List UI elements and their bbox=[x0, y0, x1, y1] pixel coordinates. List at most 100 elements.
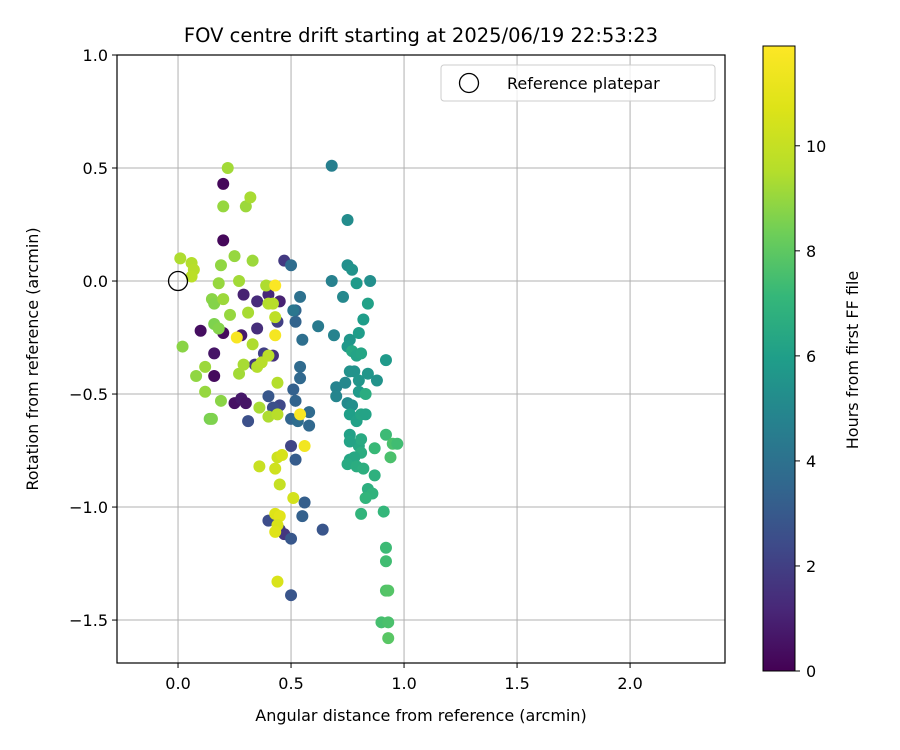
x-tick-label: 2.0 bbox=[617, 674, 642, 693]
data-point bbox=[233, 275, 246, 288]
data-point bbox=[239, 200, 252, 213]
data-point bbox=[199, 385, 212, 398]
data-point bbox=[262, 390, 275, 403]
data-point bbox=[237, 288, 250, 301]
y-tick-label: −1.5 bbox=[69, 611, 108, 630]
data-point bbox=[269, 525, 282, 538]
data-point bbox=[379, 354, 392, 367]
data-point bbox=[294, 360, 307, 373]
data-point bbox=[287, 383, 300, 396]
x-tick-label: 0.0 bbox=[165, 674, 190, 693]
data-point bbox=[221, 162, 234, 175]
colorbar-tick-label: 8 bbox=[806, 242, 816, 261]
data-point bbox=[269, 279, 282, 292]
data-point bbox=[285, 589, 298, 602]
data-point bbox=[208, 369, 221, 382]
data-point bbox=[230, 331, 243, 344]
data-point bbox=[271, 575, 284, 588]
data-point bbox=[260, 279, 273, 292]
data-point bbox=[287, 304, 300, 317]
data-point bbox=[269, 311, 282, 324]
data-point bbox=[251, 322, 264, 335]
y-tick-label: 0.5 bbox=[83, 159, 108, 178]
data-point bbox=[330, 390, 343, 403]
data-point bbox=[285, 440, 298, 453]
data-point bbox=[289, 453, 302, 466]
data-point bbox=[341, 213, 354, 226]
data-point bbox=[325, 159, 338, 172]
data-points bbox=[174, 159, 404, 645]
data-point bbox=[361, 367, 374, 380]
data-point bbox=[237, 358, 250, 371]
colorbar-gradient bbox=[762, 45, 796, 672]
data-point bbox=[246, 338, 259, 351]
data-point bbox=[382, 632, 395, 645]
data-point bbox=[352, 374, 365, 387]
colorbar-tick-label: 2 bbox=[806, 557, 816, 576]
data-point bbox=[379, 555, 392, 568]
data-point bbox=[262, 288, 275, 301]
data-point bbox=[343, 435, 356, 448]
data-point bbox=[212, 277, 225, 290]
data-point bbox=[382, 584, 395, 597]
data-point bbox=[242, 306, 255, 319]
data-point bbox=[355, 507, 368, 520]
data-point bbox=[379, 428, 392, 441]
data-point bbox=[341, 458, 354, 471]
data-point bbox=[271, 408, 284, 421]
data-point bbox=[262, 410, 275, 423]
data-point bbox=[327, 329, 340, 342]
data-point bbox=[214, 259, 227, 272]
data-point bbox=[273, 478, 286, 491]
x-tick-label: 1.0 bbox=[391, 674, 416, 693]
data-point bbox=[217, 293, 230, 306]
data-point bbox=[346, 263, 359, 276]
data-point bbox=[377, 505, 390, 518]
data-point bbox=[348, 365, 361, 378]
colorbar-tick-label: 4 bbox=[806, 452, 816, 471]
data-point bbox=[368, 469, 381, 482]
data-point bbox=[217, 177, 230, 190]
colorbar-tick-label: 10 bbox=[806, 137, 826, 156]
data-point bbox=[298, 496, 311, 509]
data-point bbox=[239, 397, 252, 410]
data-point bbox=[244, 191, 257, 204]
data-point bbox=[217, 200, 230, 213]
x-tick-label: 1.5 bbox=[504, 674, 529, 693]
colorbar-tick-label: 0 bbox=[806, 662, 816, 681]
data-point bbox=[382, 616, 395, 629]
data-point bbox=[361, 297, 374, 310]
data-point bbox=[303, 419, 316, 432]
y-tick-label: −0.5 bbox=[69, 385, 108, 404]
data-point bbox=[346, 399, 359, 412]
data-point bbox=[379, 541, 392, 554]
data-point bbox=[174, 252, 187, 265]
data-point bbox=[391, 437, 404, 450]
data-point bbox=[262, 349, 275, 362]
data-point bbox=[273, 510, 286, 523]
x-axis-ticks: 0.0 0.5 1.0 1.5 2.0 bbox=[165, 663, 643, 693]
data-point bbox=[275, 449, 288, 462]
data-point bbox=[350, 277, 363, 290]
data-point bbox=[368, 442, 381, 455]
data-point bbox=[294, 290, 307, 303]
data-point bbox=[208, 347, 221, 360]
y-tick-label: −1.0 bbox=[69, 498, 108, 517]
data-point bbox=[359, 492, 372, 505]
x-tick-label: 0.5 bbox=[278, 674, 303, 693]
data-point bbox=[233, 367, 246, 380]
data-point bbox=[339, 376, 352, 389]
data-point bbox=[253, 460, 266, 473]
data-point bbox=[205, 412, 218, 425]
data-point bbox=[287, 492, 300, 505]
data-point bbox=[190, 369, 203, 382]
data-point bbox=[357, 462, 370, 475]
legend-box bbox=[440, 64, 716, 102]
data-point bbox=[296, 510, 309, 523]
data-point bbox=[246, 254, 259, 267]
data-point bbox=[269, 462, 282, 475]
data-point bbox=[242, 415, 255, 428]
data-point bbox=[217, 234, 230, 247]
colorbar: 0 2 4 6 8 10 Hours from first FF file bbox=[762, 45, 862, 681]
